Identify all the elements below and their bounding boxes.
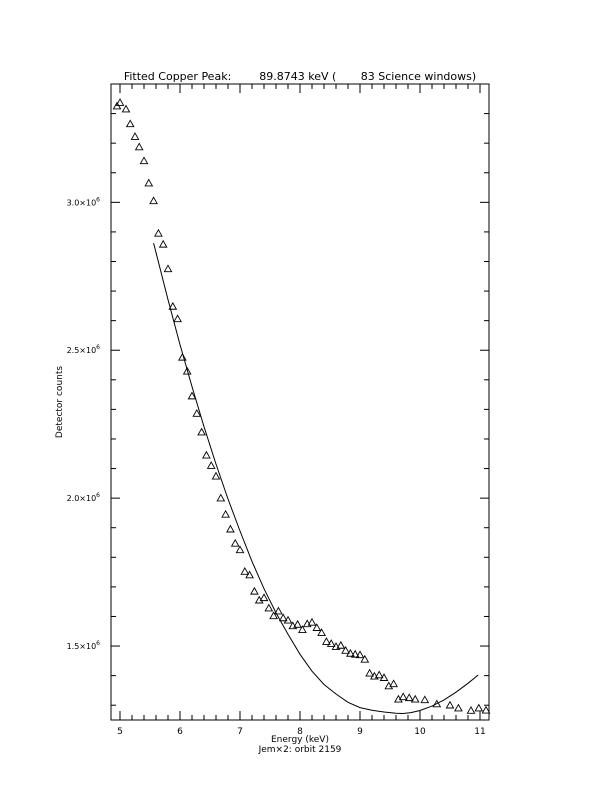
- data-point-triangle: [336, 640, 346, 649]
- data-point-triangle: [466, 706, 476, 714]
- data-point-triangle: [250, 586, 259, 595]
- data-point-triangle: [149, 196, 158, 205]
- data-point-triangle: [374, 670, 384, 679]
- data-point-triangle: [298, 625, 307, 634]
- data-point-triangle: [454, 703, 463, 712]
- data-point-triangle: [130, 132, 140, 140]
- data-point-triangle: [350, 649, 360, 658]
- data-point-triangle: [269, 611, 278, 620]
- data-point-triangle: [182, 366, 192, 375]
- data-point-triangle: [173, 314, 182, 323]
- data-point-triangle: [420, 695, 430, 704]
- data-point-triangle: [121, 104, 131, 113]
- y-tick-label: 1.5×106: [67, 640, 101, 651]
- x-axis-ticks: 5 6 7 8 9 10 11: [117, 84, 486, 737]
- data-point-triangle: [326, 639, 336, 647]
- x-tick-label: 10: [414, 727, 426, 737]
- y-axis-ticks: 1.5×106 2.0×106 2.5×106 3.0×106: [67, 113, 489, 706]
- data-point-triangle: [322, 637, 331, 645]
- data-point-triangle: [370, 671, 379, 680]
- data-point-triangle: [264, 603, 274, 612]
- data-point-triangle: [240, 566, 250, 575]
- chart-title: Fitted Copper Peak: 89.8743 keV ( 83 Sci…: [124, 70, 476, 83]
- x-tick-label: 5: [117, 727, 123, 737]
- data-point-triangle: [317, 628, 326, 636]
- data-point-triangle: [144, 178, 154, 187]
- data-point-triangle: [283, 615, 293, 624]
- data-point-triangle: [474, 703, 484, 712]
- data-point-triangle: [168, 301, 178, 310]
- data-point-triangle: [360, 654, 370, 663]
- data-point-triangle: [158, 239, 168, 248]
- x-tick-label: 8: [297, 727, 303, 737]
- data-point-triangle: [278, 613, 288, 622]
- data-point-triangle: [341, 645, 350, 654]
- x-axis-label: Energy (keV): [271, 735, 329, 745]
- chart-subtitle: Jem×2: orbit 2159: [258, 745, 342, 755]
- data-points: [112, 98, 491, 714]
- data-point-triangle: [389, 679, 398, 688]
- data-point-triangle: [379, 673, 389, 681]
- data-point-triangle: [178, 352, 187, 361]
- x-tick-label: 11: [474, 727, 485, 737]
- y-tick-label: 2.0×106: [67, 492, 101, 503]
- data-point-triangle: [235, 545, 245, 554]
- data-point-triangle: [445, 700, 455, 709]
- x-tick-label: 7: [237, 727, 243, 737]
- data-point-triangle: [355, 650, 365, 659]
- data-point-triangle: [230, 538, 240, 547]
- data-point-triangle: [384, 681, 394, 690]
- x-tick-label: 6: [177, 727, 183, 737]
- data-point-triangle: [410, 694, 420, 703]
- data-point-triangle: [331, 642, 341, 650]
- data-point-triangle: [365, 668, 374, 677]
- data-point-triangle: [398, 692, 408, 701]
- data-point-triangle: [154, 228, 163, 237]
- data-point-triangle: [163, 264, 173, 273]
- data-point-triangle: [187, 391, 197, 400]
- data-point-triangle: [226, 524, 235, 533]
- data-point-triangle: [125, 119, 135, 128]
- data-point-triangle: [134, 142, 144, 151]
- data-point-triangle: [312, 623, 322, 631]
- data-point-triangle: [346, 648, 355, 657]
- data-point-triangle: [259, 593, 269, 602]
- data-point-triangle: [216, 493, 226, 502]
- data-point-triangle: [293, 619, 302, 628]
- data-point-triangle: [202, 450, 211, 459]
- data-point-triangle: [206, 461, 216, 469]
- data-point-triangle: [139, 156, 149, 165]
- data-point-triangle: [432, 699, 442, 708]
- fit-curve: [153, 242, 479, 715]
- y-tick-label: 2.5×106: [67, 344, 101, 355]
- data-point-triangle: [404, 693, 414, 702]
- data-point-triangle: [115, 98, 125, 106]
- y-tick-label: 3.0×106: [67, 196, 101, 207]
- y-axis-label: Detector counts: [55, 366, 65, 438]
- data-point-triangle: [197, 427, 206, 436]
- data-point-triangle: [245, 570, 254, 579]
- data-point-triangle: [221, 509, 230, 518]
- data-point-triangle: [481, 705, 491, 714]
- data-point-triangle: [274, 606, 283, 615]
- data-point-triangle: [192, 409, 202, 417]
- x-tick-label: 9: [357, 727, 363, 737]
- data-point-triangle: [307, 617, 317, 626]
- data-point-triangle: [211, 471, 221, 480]
